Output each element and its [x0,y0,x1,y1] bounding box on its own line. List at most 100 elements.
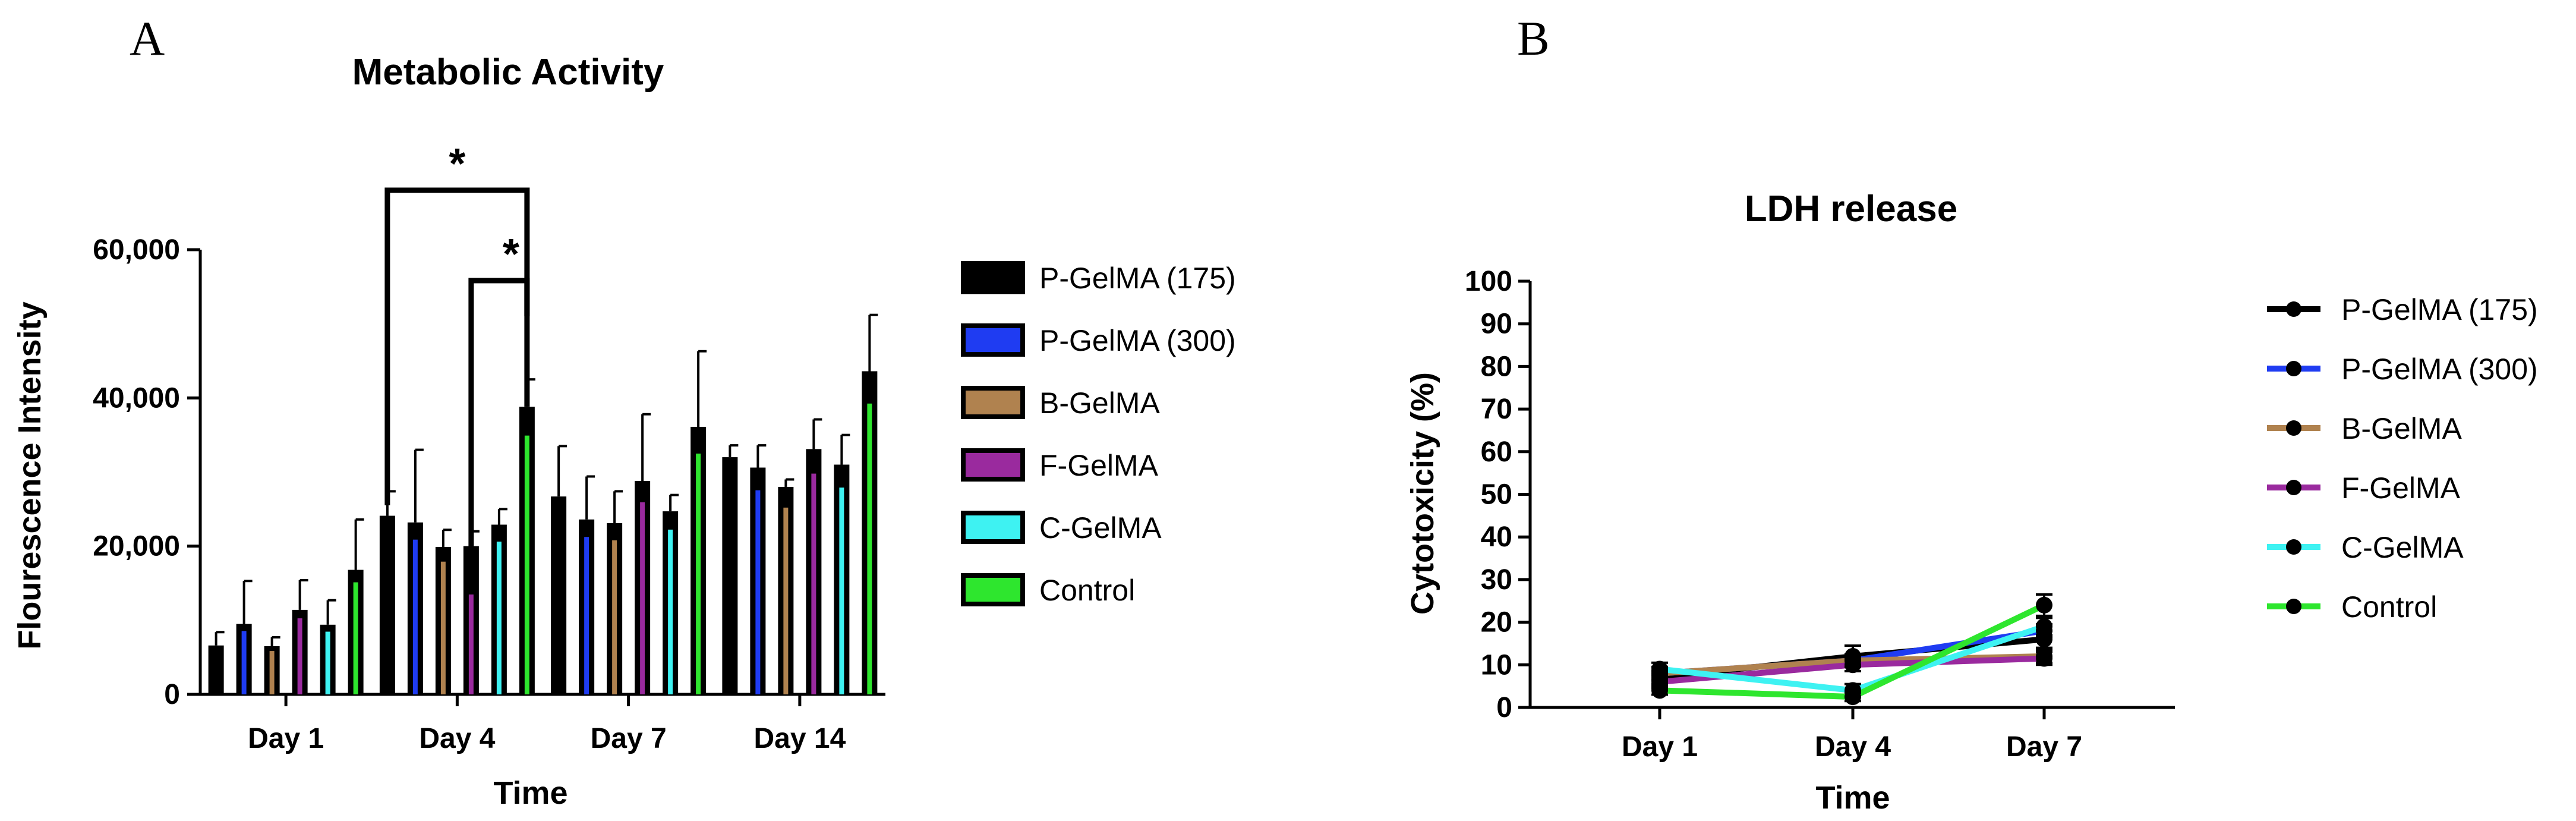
bar-fill-b-gelma [440,561,446,694]
chart-a-bars [208,313,878,694]
panel-label-a: A [130,11,165,65]
legend-label-f-gelma: F-GelMA [1039,449,1159,482]
bar-fill-c-gelma [496,542,502,694]
point-c-gelma-day-1 [1651,660,1668,678]
legend-label-p-gelma-300: P-GelMA (300) [2341,353,2538,386]
chart-b-y-tick-label: 20 [1481,607,1512,638]
legend-swatch-b-gelma [961,386,1025,419]
chart-a-title: Metabolic Activity [352,52,664,93]
panel-label-b: B [1517,11,1550,65]
bar-fill-p-gelma-300 [755,490,761,694]
point-control-day-1 [1651,682,1668,699]
legend-swatch-f-gelma [961,448,1025,482]
bar-fill-f-gelma [640,502,645,694]
bar-fill-b-gelma [269,651,275,694]
chart-b-y-tick-label: 10 [1481,649,1512,681]
legend-marker-f-gelma [2286,480,2301,495]
bar-fill-control [696,453,701,694]
chart-b-y-axis-label: Cytotoxicity (%) [1405,372,1440,615]
bar-fill-f-gelma [811,473,816,694]
point-f-gelma-day-4 [1844,656,1861,674]
chart-metabolic-activity: Metabolic Activity Flourescence Intensit… [12,52,1236,811]
chart-b-x-tick-label: Day 1 [1622,731,1698,763]
chart-a-y-axis-label: Flourescence Intensity [12,301,48,649]
legend-label-c-gelma: C-GelMA [2341,531,2464,564]
chart-a-legend: P-GelMA (175) P-GelMA (300) B-GelMA F-GelMA… [961,261,1236,607]
legend-marker-b-gelma [2286,420,2301,436]
bar-fill-p-gelma-175 [727,480,733,694]
bar-fill-b-gelma [783,507,789,694]
chart-a-y-tick-label: 40,000 [93,382,180,414]
bar-fill-b-gelma [612,540,617,694]
bar-fill-f-gelma [297,618,302,694]
legend-label-p-gelma-175: P-GelMA (175) [2341,293,2538,326]
chart-b-y-tick-label: 90 [1481,309,1512,340]
chart-a-x-tick-label: Day 7 [591,723,667,754]
bar-fill-p-gelma-175 [556,516,562,694]
significance-bracket [384,187,530,505]
chart-a-x-tick-label: Day 14 [753,723,846,754]
legend-marker-p-gelma-175 [2286,301,2301,317]
chart-a-y-tick-label: 0 [164,679,180,710]
legend-label-b-gelma: B-GelMA [2341,412,2462,445]
legend-swatch-c-gelma [961,511,1025,544]
chart-b-legend: P-GelMA (175) P-GelMA (300) B-GelMA F-GelMA… [2267,293,2538,624]
chart-b-y-tick-label: 50 [1481,479,1512,511]
legend-label-p-gelma-300: P-GelMA (300) [1039,324,1236,357]
chart-b-x-tick-label: Day 7 [2006,731,2082,763]
legend-label-control: Control [2341,590,2437,624]
chart-a-significance: ** [384,140,530,594]
chart-b-title: LDH release [1745,188,1957,229]
chart-b-x-axis-label: Time [1815,780,1890,816]
legend-swatch-p-gelma-175 [961,261,1025,294]
point-control-day-4 [1844,688,1861,706]
bar-fill-p-gelma-300 [241,631,247,694]
chart-b-y-ticks: 0 10 20 30 40 50 60 70 80 90 100 [1465,266,2175,724]
bar-fill-control [353,582,358,694]
legend-swatch-control [961,573,1025,606]
legend-label-p-gelma-175: P-GelMA (175) [1039,262,1236,295]
bar-fill-p-gelma-300 [584,537,589,694]
chart-a-x-tick-label: Day 1 [248,723,324,754]
chart-b-x-tick-label: Day 4 [1815,731,1891,763]
chart-a-y-tick-label: 20,000 [93,531,180,562]
chart-a-x-axis-label: Time [493,775,567,811]
point-c-gelma-day-7 [2036,618,2052,635]
chart-b-series [1651,593,2052,706]
bar-fill-c-gelma [325,631,330,694]
significance-star: * [449,140,465,188]
bar-fill-c-gelma [668,529,673,694]
legend-label-control: Control [1039,574,1135,607]
bar-fill-control [524,435,529,694]
point-f-gelma-day-7 [2036,650,2052,667]
bar-fill-c-gelma [839,487,844,694]
chart-b-y-tick-label: 0 [1496,692,1512,724]
significance-bracket [468,278,530,594]
legend-label-b-gelma: B-GelMA [1039,386,1160,420]
chart-a-y-ticks: 0 20,000 40,000 60,000 [93,234,885,710]
legend-label-f-gelma: F-GelMA [2341,471,2461,505]
chart-b-y-tick-label: 40 [1481,521,1512,553]
bar-fill-p-gelma-175 [384,533,390,694]
legend-label-c-gelma: C-GelMA [1039,511,1162,545]
legend-marker-p-gelma-300 [2286,361,2301,376]
chart-a-y-tick-label: 60,000 [93,234,180,266]
chart-b-y-tick-label: 30 [1481,564,1512,596]
bar-fill-control [867,403,872,694]
bar-fill-p-gelma-175 [213,650,219,694]
chart-ldh-release: LDH release Cytotoxicity (%) Time 0 10 20 3… [1405,188,2538,816]
chart-b-x-tick-labels: Day 1 Day 4 Day 7 [1622,707,2082,763]
chart-b-y-tick-label: 80 [1481,351,1512,382]
chart-a-x-tick-label: Day 4 [419,723,495,754]
chart-b-y-tick-label: 100 [1465,266,1512,297]
bar-fill-f-gelma [468,561,474,694]
legend-marker-control [2286,599,2301,614]
bar-fill-p-gelma-300 [412,539,418,694]
significance-star: * [503,231,519,278]
legend-marker-c-gelma [2286,539,2301,555]
legend-swatch-p-gelma-300 [961,323,1025,357]
chart-a-x-tick-labels: Day 1 Day 4 Day 7 Day 14 [248,694,846,754]
chart-b-y-tick-label: 60 [1481,436,1512,468]
point-control-day-7 [2036,596,2052,614]
